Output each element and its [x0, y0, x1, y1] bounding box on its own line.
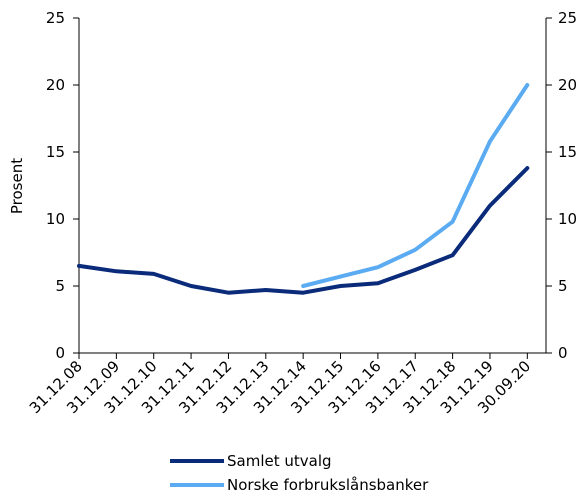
right-y-tick-label: 10 — [558, 210, 577, 228]
y-tick-label: 0 — [55, 344, 65, 362]
left-y-axis: 0 5 10 15 20 25 — [46, 9, 79, 362]
y-tick-label: 10 — [46, 210, 65, 228]
x-axis: 31.12.0831.12.0931.12.1031.12.1131.12.12… — [26, 353, 534, 417]
right-y-axis: 0 5 10 15 20 25 — [546, 9, 577, 362]
right-y-tick-label: 20 — [558, 76, 577, 94]
y-tick-label: 20 — [46, 76, 65, 94]
right-y-tick-label: 25 — [558, 9, 577, 27]
series-lines — [77, 83, 530, 295]
legend: Samlet utvalg Norske forbrukslånsbanker — [170, 452, 429, 494]
y-tick-label: 5 — [55, 277, 65, 295]
series-line-1 — [77, 166, 530, 295]
series-line-2 — [301, 83, 530, 288]
legend-label-2: Norske forbrukslånsbanker — [227, 476, 429, 494]
right-y-tick-label: 0 — [558, 344, 568, 362]
right-y-tick-label: 15 — [558, 143, 577, 161]
y-tick-label: 15 — [46, 143, 65, 161]
legend-label-1: Samlet utvalg — [227, 452, 332, 470]
y-axis-title: Prosent — [8, 158, 26, 214]
right-y-tick-label: 5 — [558, 277, 568, 295]
axes — [78, 18, 547, 354]
y-tick-label: 25 — [46, 9, 65, 27]
